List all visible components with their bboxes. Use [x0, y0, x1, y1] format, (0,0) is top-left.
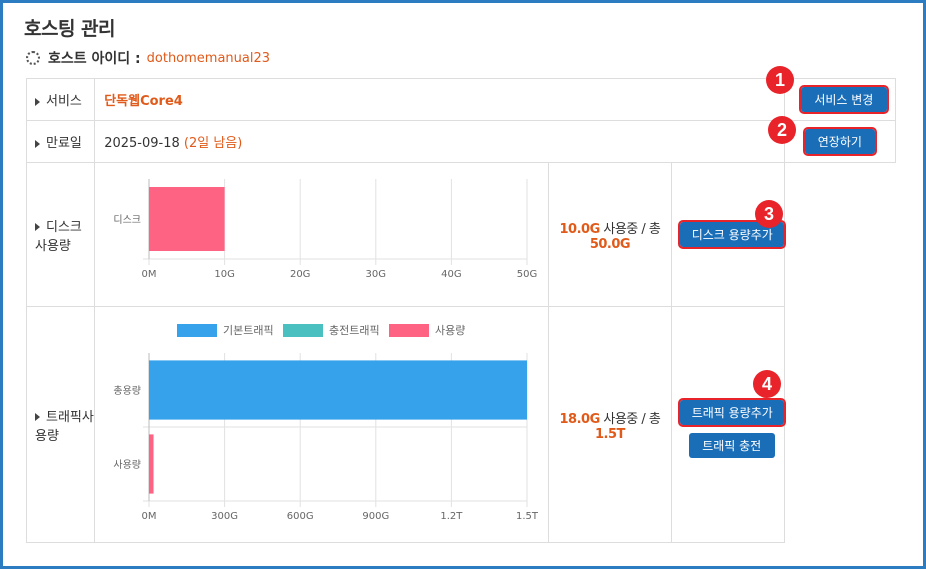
legend-swatch — [389, 324, 430, 337]
service-value-cell: 단독웹Core4 — [94, 78, 785, 121]
x-tick-label: 0M — [142, 511, 157, 522]
expiry-action-cell: 연장하기 — [783, 120, 897, 163]
traffic-used: 18.0G — [559, 411, 601, 427]
x-tick-label: 40G — [441, 269, 461, 280]
service-row: 서비스 단독웹Core4 서비스 변경 — [25, 78, 897, 121]
x-tick-label: 0M — [142, 269, 157, 280]
expiry-value-cell: 2025-09-18 (2일 남음) — [94, 120, 785, 163]
disk-chart-cell: 0M 10G 20G 30G 40G 50G 디스크 — [94, 162, 550, 307]
add-disk-button[interactable]: 디스크 용량추가 — [677, 220, 786, 249]
y-category-label: 디스크 — [114, 214, 142, 226]
expiry-date: 2025-09-18 — [104, 136, 180, 151]
extend-button[interactable]: 연장하기 — [802, 127, 877, 156]
charge-traffic-button[interactable]: 트래픽 충전 — [688, 432, 775, 458]
bar-디스크 — [149, 187, 225, 251]
bar-기본트래픽 — [149, 360, 528, 420]
traffic-action-cell: 트래픽 용량추가 트래픽 충전 — [670, 306, 786, 543]
arrow-right-icon — [35, 139, 40, 148]
disk-row: 디스크 사용량 0M 10G 20G 30G 40G 50G 디스크 10.0G 사용중 /… — [25, 162, 896, 307]
legend-label: 기본트래픽 — [223, 324, 274, 337]
service-value: 단독웹Core4 — [104, 94, 183, 109]
legend-swatch — [177, 324, 218, 337]
disk-used-text: 사용중 / 총 — [603, 221, 661, 237]
legend-label: 충전트래픽 — [329, 324, 380, 337]
add-traffic-button[interactable]: 트래픽 용량추가 — [677, 397, 786, 427]
traffic-row: 트래픽사용량 0M 300G 600G 900G 1.2T 1.5T 총용량 사용량 기본트래픽… — [25, 306, 896, 543]
host-id-label: 호스트 아이디 : — [48, 51, 141, 67]
x-tick-label: 900G — [363, 511, 390, 522]
step-badge-1: 1 — [766, 66, 794, 94]
legend-label: 사용량 — [435, 324, 465, 337]
loading-icon — [26, 51, 40, 65]
x-tick-label: 1.2T — [441, 511, 464, 522]
step-badge-4: 4 — [753, 370, 781, 398]
traffic-total: 1.5T — [594, 426, 625, 442]
change-service-button[interactable]: 서비스 변경 — [798, 85, 889, 114]
service-action-cell: 서비스 변경 — [783, 78, 897, 121]
x-tick-label: 1.5T — [516, 511, 539, 522]
y-category-label: 사용량 — [114, 459, 142, 471]
service-label: 서비스 — [46, 94, 82, 109]
x-tick-label: 10G — [215, 269, 235, 280]
traffic-usage-cell: 18.0G 사용중 / 총 1.5T — [548, 306, 672, 543]
x-tick-label: 50G — [517, 269, 537, 280]
x-tick-label: 600G — [287, 511, 314, 522]
arrow-right-icon — [35, 413, 40, 421]
step-badge-3: 3 — [755, 200, 783, 228]
traffic-label-cell: 트래픽사용량 — [25, 306, 96, 543]
traffic-chart-cell: 0M 300G 600G 900G 1.2T 1.5T 총용량 사용량 기본트래픽 충전트래픽 사용… — [94, 306, 550, 543]
host-id-value: dothomemanual23 — [146, 50, 271, 66]
x-tick-label: 20G — [290, 269, 310, 280]
x-tick-label: 30G — [366, 269, 386, 280]
y-category-label: 총용량 — [114, 385, 142, 397]
service-label-cell: 서비스 — [25, 78, 96, 121]
expiry-label-cell: 만료일 — [25, 120, 96, 163]
arrow-right-icon — [35, 97, 40, 106]
disk-action-cell: 디스크 용량추가 — [670, 162, 786, 307]
host-id-line: 호스트 아이디 : dothomemanual23 — [26, 48, 270, 68]
hosting-table: 서비스 단독웹Core4 서비스 변경 만료일 2025-09-18 (2일 남… — [25, 78, 897, 543]
expiry-remaining: (2일 남음) — [183, 136, 243, 151]
legend-swatch — [283, 324, 324, 337]
disk-total: 50.0G — [589, 236, 631, 252]
traffic-used-text: 사용중 / 총 — [603, 411, 661, 427]
disk-used: 10.0G — [559, 221, 601, 237]
traffic-label: 트래픽사용량 — [35, 409, 94, 444]
disk-usage-cell: 10.0G 사용중 / 총 50.0G — [548, 162, 672, 307]
disk-label: 디스크 사용량 — [35, 219, 82, 254]
bar-사용량 — [149, 434, 154, 494]
page-title: 호스팅 관리 — [24, 18, 116, 40]
step-badge-2: 2 — [768, 116, 796, 144]
expiry-row: 만료일 2025-09-18 (2일 남음) 연장하기 — [25, 120, 897, 163]
disk-usage-chart: 0M 10G 20G 30G 40G 50G 디스크 — [114, 179, 537, 280]
expiry-label: 만료일 — [46, 136, 82, 151]
arrow-right-icon — [35, 223, 40, 231]
x-tick-label: 300G — [211, 511, 238, 522]
disk-label-cell: 디스크 사용량 — [25, 162, 96, 307]
